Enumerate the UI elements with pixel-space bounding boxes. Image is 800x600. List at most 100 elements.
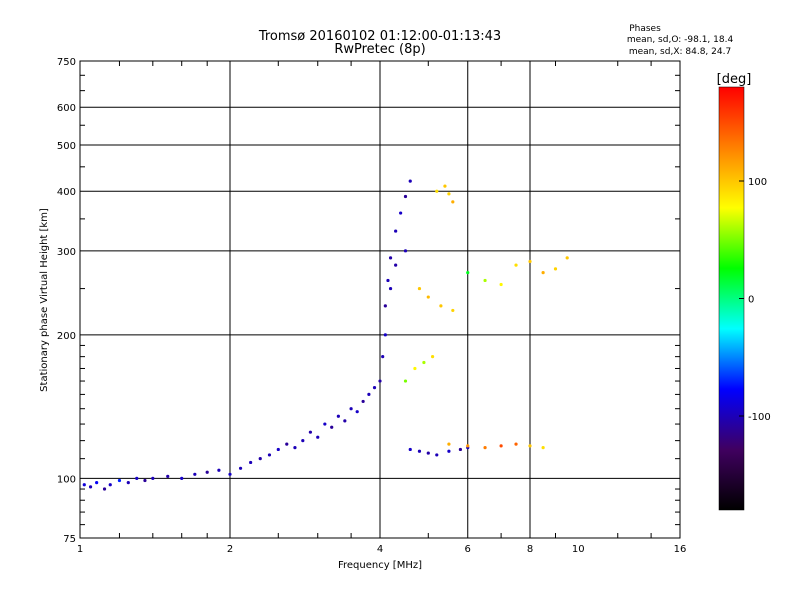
data-point bbox=[394, 263, 398, 267]
data-point bbox=[383, 333, 387, 337]
y-tick-label: 200 bbox=[57, 331, 76, 342]
data-point bbox=[399, 211, 403, 215]
x-tick-label: 1 bbox=[77, 544, 83, 555]
y-tick-label: 600 bbox=[57, 103, 76, 114]
colorbar-tick-label: -100 bbox=[748, 412, 771, 423]
data-point bbox=[193, 472, 197, 476]
data-point bbox=[228, 472, 232, 476]
data-point bbox=[403, 249, 408, 253]
data-point bbox=[102, 487, 107, 491]
data-point bbox=[349, 407, 353, 411]
data-point bbox=[108, 483, 112, 487]
data-point bbox=[528, 259, 532, 264]
data-point bbox=[422, 360, 426, 365]
data-point bbox=[381, 355, 385, 359]
data-point bbox=[308, 430, 313, 434]
data-point bbox=[355, 410, 359, 414]
data-point bbox=[336, 414, 340, 418]
colorbar-tick-label: 0 bbox=[748, 295, 754, 306]
data-point bbox=[117, 478, 122, 483]
colorbar-label: [deg] bbox=[717, 72, 752, 87]
data-point bbox=[443, 184, 447, 188]
data-point bbox=[426, 451, 430, 455]
data-point bbox=[435, 189, 439, 193]
data-point bbox=[483, 446, 487, 450]
data-point bbox=[323, 422, 327, 426]
data-point bbox=[447, 442, 451, 446]
data-point bbox=[258, 457, 262, 461]
data-point bbox=[143, 478, 147, 483]
data-point bbox=[249, 460, 253, 465]
x-axis-label: Frequency [MHz] bbox=[338, 560, 422, 571]
data-point bbox=[388, 256, 393, 260]
data-point bbox=[413, 366, 417, 371]
data-point bbox=[205, 470, 209, 474]
data-point bbox=[82, 483, 86, 487]
stats-header: Phases bbox=[629, 24, 661, 34]
stats-x: mean, sd,X: 84.8, 24.7 bbox=[629, 47, 731, 57]
data-point bbox=[276, 447, 280, 452]
data-point bbox=[541, 446, 545, 450]
x-tick-label: 8 bbox=[527, 544, 533, 555]
data-point bbox=[430, 355, 435, 359]
data-point bbox=[394, 229, 398, 233]
y-tick-label: 300 bbox=[57, 247, 76, 258]
x-tick-label: 10 bbox=[572, 544, 585, 555]
series-2 bbox=[408, 446, 470, 457]
data-point bbox=[343, 419, 347, 423]
data-point bbox=[267, 453, 272, 457]
data-point bbox=[388, 286, 393, 291]
data-point bbox=[403, 194, 408, 199]
data-point bbox=[217, 468, 221, 472]
data-point bbox=[135, 476, 139, 481]
data-point bbox=[285, 442, 289, 446]
colorbar-tick-label: 100 bbox=[748, 177, 767, 188]
data-point bbox=[499, 444, 503, 448]
y-tick-label: 75 bbox=[63, 534, 76, 545]
data-point bbox=[447, 192, 451, 196]
data-point bbox=[408, 447, 412, 452]
data-point bbox=[166, 474, 170, 478]
plot-area: 1 2 4 6 8 10 16 75 100 200 300 400 500 600 750 bbox=[57, 57, 686, 555]
data-point bbox=[499, 282, 503, 287]
data-point bbox=[293, 446, 297, 450]
data-point bbox=[330, 425, 334, 429]
data-point bbox=[316, 435, 320, 439]
data-point bbox=[88, 485, 93, 489]
x-tick-label: 6 bbox=[465, 544, 471, 555]
data-point bbox=[151, 476, 155, 481]
data-point bbox=[361, 399, 365, 404]
y-tick-label: 500 bbox=[57, 141, 76, 152]
data-point bbox=[180, 476, 184, 481]
data-point bbox=[372, 386, 377, 390]
data-point bbox=[238, 466, 243, 470]
data-point bbox=[553, 267, 558, 271]
data-point bbox=[403, 379, 408, 383]
series-1 bbox=[82, 179, 412, 491]
y-tick-label: 100 bbox=[57, 474, 76, 485]
data-point bbox=[301, 439, 305, 443]
y-tick-label: 750 bbox=[57, 57, 76, 68]
data-point bbox=[514, 263, 518, 267]
y-tick-label: 400 bbox=[57, 187, 76, 198]
chart-subtitle: RwPretec (8p) bbox=[334, 42, 425, 57]
data-point bbox=[451, 308, 455, 313]
data-point bbox=[458, 447, 463, 452]
chart-title: Tromsø 20160102 01:12:00-01:13:43 bbox=[258, 29, 501, 44]
data-point bbox=[466, 271, 470, 275]
data-point bbox=[541, 271, 545, 275]
data-point bbox=[417, 286, 422, 291]
x-tick-label: 16 bbox=[674, 544, 687, 555]
data-point bbox=[466, 444, 470, 448]
data-point bbox=[439, 304, 443, 308]
data-point bbox=[565, 256, 569, 260]
data-point bbox=[426, 295, 430, 299]
plot-frame bbox=[79, 60, 681, 539]
data-point bbox=[95, 480, 99, 485]
colorbar: -100 0 100 bbox=[718, 86, 771, 511]
data-point bbox=[514, 442, 518, 446]
x-tick-label: 2 bbox=[227, 544, 233, 555]
data-point bbox=[451, 200, 455, 204]
data-point bbox=[126, 480, 130, 485]
